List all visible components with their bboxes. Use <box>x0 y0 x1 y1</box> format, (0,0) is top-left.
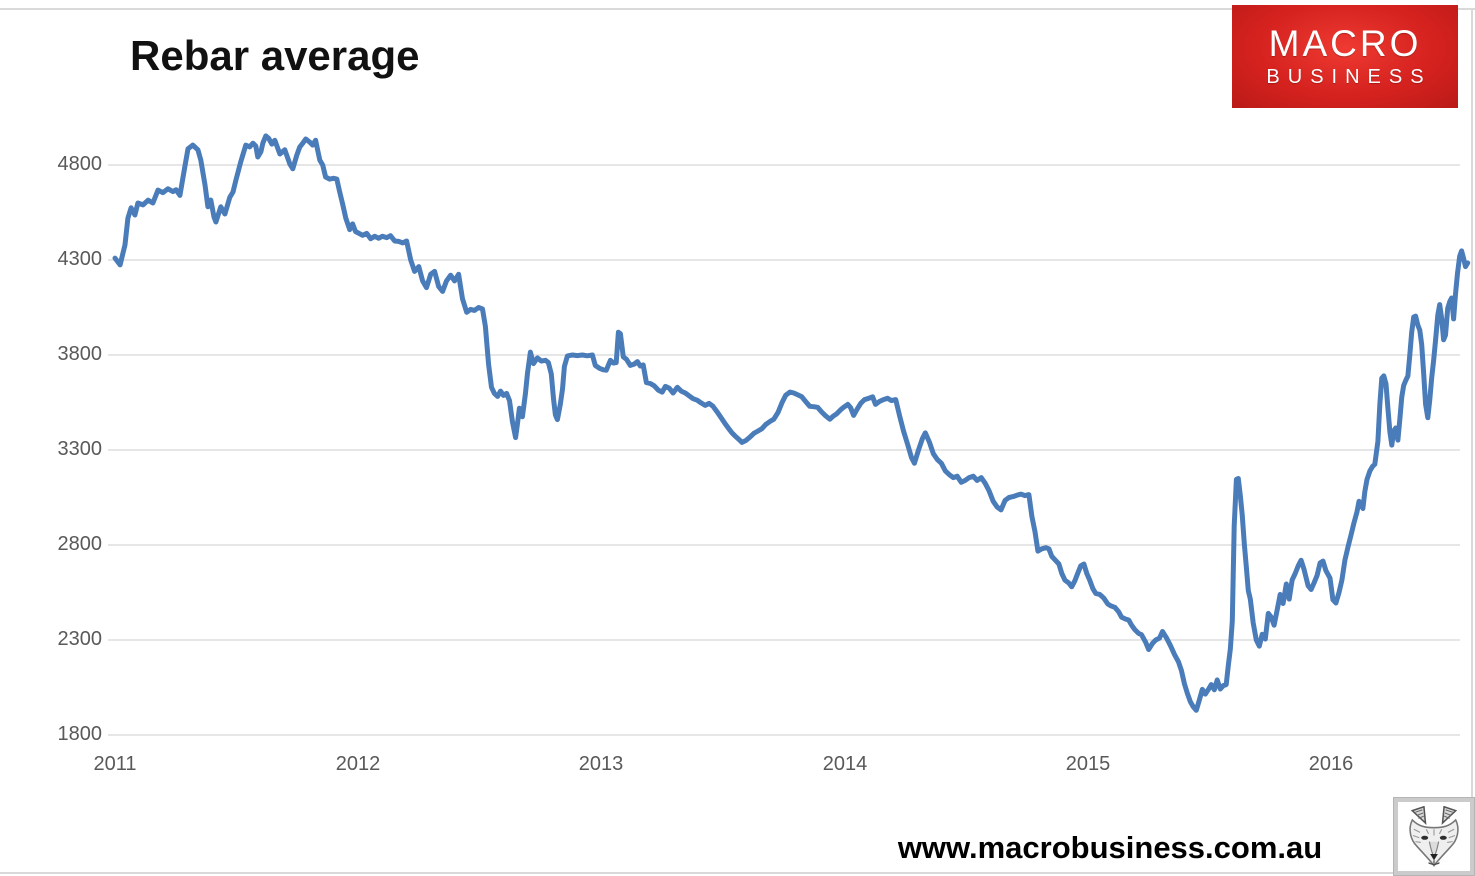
x-axis-label-2011: 2011 <box>93 753 137 775</box>
y-axis-label-2800: 2800 <box>57 533 103 555</box>
wolf-sketch-icon <box>1409 805 1459 867</box>
gridlines <box>108 164 1460 736</box>
x-axis-label-2015: 2015 <box>1065 753 1111 775</box>
y-axis-label-1800: 1800 <box>57 723 103 745</box>
x-axis-label-2012: 2012 <box>335 753 381 775</box>
wolf-logo-inner <box>1398 802 1470 871</box>
rebar-price-line <box>112 133 1471 713</box>
chart-frame-right-border <box>1471 8 1473 874</box>
website-url: www.macrobusiness.com.au <box>897 830 1323 865</box>
chart-frame-bottom-border <box>0 872 1475 874</box>
y-axis-label-3300: 3300 <box>57 438 103 460</box>
wolf-logo <box>1393 797 1475 876</box>
macrobusiness-logo: MACRO BUSINESS <box>1232 5 1458 108</box>
chart-title: Rebar average <box>130 32 420 79</box>
y-axis-label-4800: 4800 <box>57 153 103 175</box>
y-axis-label-4300: 4300 <box>57 248 103 270</box>
y-axis-label-3800: 3800 <box>57 343 103 365</box>
x-axis-label-2014: 2014 <box>822 753 868 775</box>
x-axis-label-2016: 2016 <box>1308 753 1354 775</box>
macrobusiness-logo-line2: BUSINESS <box>1266 65 1432 88</box>
x-axis-label-2013: 2013 <box>578 753 624 775</box>
macrobusiness-logo-line1: MACRO <box>1268 22 1422 64</box>
chart-frame-top-border <box>0 8 1475 10</box>
y-axis-label-2300: 2300 <box>57 628 103 650</box>
